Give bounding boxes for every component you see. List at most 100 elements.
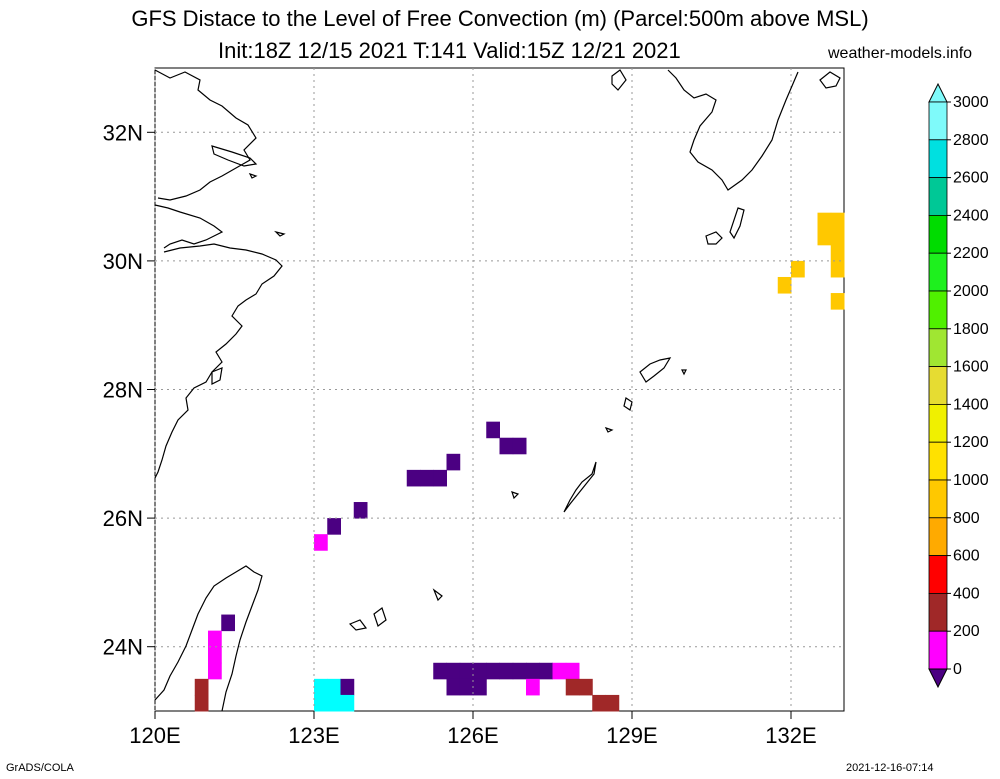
shaded-cell [791,260,805,278]
shaded-cell [194,694,209,712]
coastline-china [154,69,283,479]
colorbar-segment [928,328,948,367]
lat-tick-label: 26N [103,506,143,531]
coastline-taiwan [154,565,263,712]
island-tanegashima [729,207,745,240]
shaded-cell [579,678,593,696]
colorbar-segment [928,593,948,632]
shaded-cell [446,678,461,696]
shaded-cell [592,694,606,712]
colorbar-segment [928,555,948,594]
shaded-cell [512,437,527,455]
island-small [681,369,687,376]
colorbar-segment [928,366,948,405]
lat-tick-label: 28N [103,378,143,403]
coastline-kyushu [667,69,799,191]
shaded-cell [340,694,355,712]
colorbar-label: 200 [953,623,980,640]
shaded-cell [830,244,845,262]
shaded-cell [194,678,209,696]
colorbar-segment [928,252,948,292]
shaded-cell [499,437,514,455]
island-okinawa [563,461,597,513]
colorbar-segment [928,517,948,556]
shaded-cell [777,276,792,294]
coast-island [248,172,258,179]
shaded-cell [473,678,487,696]
island-small [604,426,614,433]
lon-tick-label: 129E [606,723,657,748]
lat-tick-label: 30N [103,249,143,274]
lat-tick-label: 24N [103,635,143,660]
coast-island [211,367,223,385]
colorbar-label: 2600 [953,170,989,187]
colorbar-label: 1200 [953,434,989,451]
colorbar-bottom-arrow [928,668,948,689]
shaded-cell [327,694,341,712]
shaded-cell [486,662,500,680]
site-credit: weather-models.info [828,45,973,62]
colorbar-label: 1800 [953,321,989,338]
colorbar-label: 1400 [953,396,989,413]
shaded-cell [565,678,580,696]
colorbar-label: 2400 [953,207,989,224]
colorbar-segment [928,139,948,179]
shaded-cell [221,614,235,632]
colorbar: 3000280026002400220020001800160014001200… [928,82,989,689]
coast-island [274,230,286,237]
colorbar-top-arrow [928,82,948,103]
shaded-cell [340,678,355,696]
shaded-cell [526,662,540,680]
shaded-cells [194,212,845,712]
yangtze-island [211,145,258,167]
chart-title: GFS Distace to the Level of Free Convect… [131,6,869,31]
colorbar-segment [928,630,948,670]
shaded-cell [459,678,474,696]
shaded-cell [420,469,434,487]
shaded-cell [208,646,222,664]
software-credit: GrADS/COLA [6,762,74,774]
shaded-cell [473,662,487,680]
colorbar-segment [928,441,948,481]
colorbar-label: 2800 [953,132,989,149]
colorbar-label: 0 [953,661,962,678]
shaded-cell [830,228,845,246]
colorbar-segment [928,214,948,254]
colorbar-segment [928,479,948,519]
lon-tick-label: 132E [765,723,816,748]
generated-timestamp: 2021-12-16-07:14 [846,762,934,774]
colorbar-segment [928,101,948,141]
island-yaeyama [373,607,387,627]
colorbar-label: 3000 [953,94,989,111]
shaded-cell [605,694,620,712]
shaded-cell [830,293,845,310]
chart-subtitle: Init:18Z 12/15 2021 T:141 Valid:15Z 12/2… [218,38,681,63]
shaded-cell [446,662,461,680]
axes: 120E 123E 126E 129E 132E 32N 30N 28N 26N 24N [103,120,817,748]
lon-tick-label: 126E [447,723,498,748]
shaded-cell [817,212,832,230]
colorbar-segment [928,403,948,443]
shaded-cell [830,260,845,278]
shaded-cell [526,678,540,696]
colorbar-label: 2000 [953,283,989,300]
shaded-cell [433,469,447,487]
shaded-cell [459,662,474,680]
shaded-cell [565,662,580,680]
island-yakushima [705,231,723,245]
colorbar-label: 2200 [953,245,989,262]
shaded-cell [406,469,421,487]
shaded-cell [433,662,447,680]
lon-tick-label: 120E [129,723,180,748]
colorbar-segment [928,177,948,216]
shaded-cell [552,662,567,680]
colorbar-label: 1000 [953,472,989,489]
island-small [623,397,633,411]
colorbar-segment [928,290,948,330]
shaded-cell [208,630,222,648]
shaded-cell [539,662,553,680]
shaded-cell [486,421,500,439]
shaded-cell [327,518,341,535]
shaded-cell [314,694,328,712]
